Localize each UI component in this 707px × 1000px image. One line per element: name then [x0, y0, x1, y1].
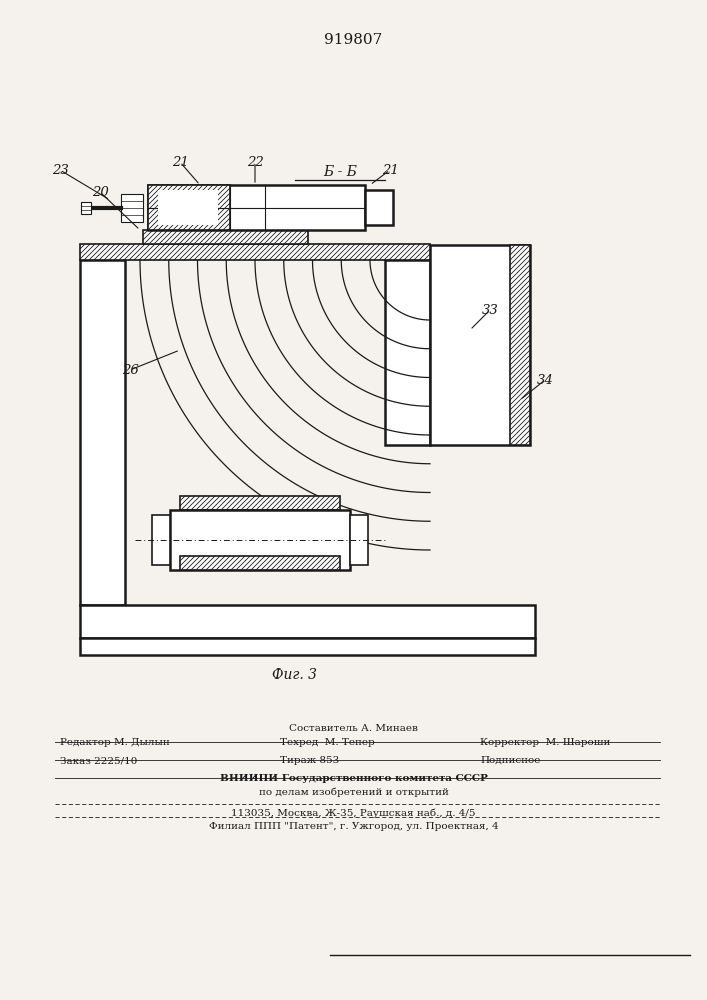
Text: ВНИИПИ Государственного комитета СССР: ВНИИПИ Государственного комитета СССР — [220, 774, 487, 783]
Text: Подписное: Подписное — [480, 756, 540, 765]
Text: 21: 21 — [382, 163, 398, 176]
Text: 33: 33 — [481, 304, 498, 316]
Bar — [143, 230, 308, 244]
Bar — [81, 202, 91, 214]
Text: 23: 23 — [52, 163, 69, 176]
Text: Заказ 2225/10: Заказ 2225/10 — [60, 756, 137, 765]
Text: Фиг. 3: Фиг. 3 — [272, 668, 317, 682]
Text: 26: 26 — [122, 363, 139, 376]
Text: 113035, Москва, Ж-35, Раушская наб., д. 4/5: 113035, Москва, Ж-35, Раушская наб., д. … — [231, 809, 476, 818]
Bar — [121, 194, 143, 222]
Bar — [80, 605, 535, 638]
Text: Тираж 853: Тираж 853 — [280, 756, 339, 765]
Text: Составитель А. Минаев: Составитель А. Минаев — [289, 724, 418, 733]
Text: 20: 20 — [92, 186, 108, 198]
Bar — [148, 185, 365, 230]
Bar — [80, 638, 535, 655]
Text: Филиал ППП "Патент", г. Ужгород, ул. Проектная, 4: Филиал ППП "Патент", г. Ужгород, ул. Про… — [209, 822, 498, 831]
Text: 22: 22 — [247, 155, 264, 168]
Bar — [385, 260, 430, 445]
Text: Б - Б: Б - Б — [323, 165, 357, 179]
Bar — [180, 556, 340, 570]
Text: Редактор М. Дылын: Редактор М. Дылын — [60, 738, 170, 747]
Bar — [170, 510, 350, 570]
Text: Техред  М. Тепер: Техред М. Тепер — [280, 738, 375, 747]
Bar — [80, 260, 125, 605]
Text: 21: 21 — [172, 155, 188, 168]
Text: Корректор  М. Шароши: Корректор М. Шароши — [480, 738, 610, 747]
Bar — [148, 185, 230, 230]
Bar — [152, 515, 170, 565]
Text: 34: 34 — [537, 373, 554, 386]
Bar — [510, 245, 530, 445]
Bar — [365, 190, 393, 225]
Bar — [158, 190, 218, 225]
Bar — [80, 244, 430, 260]
Bar — [430, 245, 530, 445]
Text: 919807: 919807 — [325, 33, 382, 47]
Text: по делам изобретений и открытий: по делам изобретений и открытий — [259, 788, 448, 797]
Bar — [350, 515, 368, 565]
Bar — [180, 496, 340, 510]
